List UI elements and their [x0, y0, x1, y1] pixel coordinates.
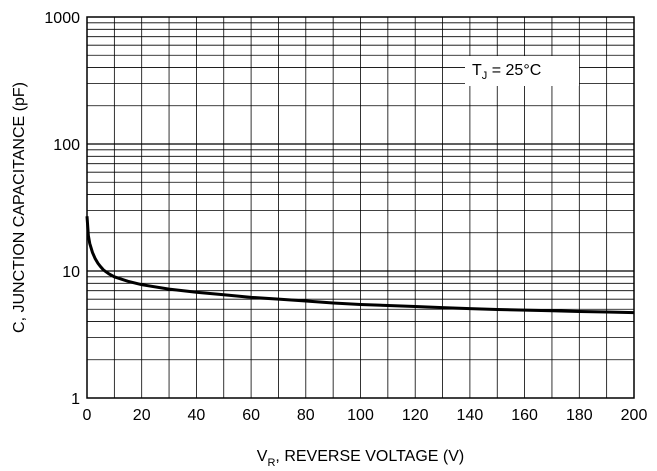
x-tick-label: 80: [297, 407, 315, 424]
y-axis-label: C, JUNCTION CAPACITANCE (pF): [11, 82, 28, 333]
x-tick-label: 120: [402, 407, 429, 424]
x-axis-label-rest: , REVERSE VOLTAGE (V): [275, 448, 464, 465]
x-axis-label-main: V: [257, 448, 268, 465]
y-tick-label: 10: [62, 264, 80, 281]
x-tick-label: 180: [566, 407, 593, 424]
y-tick-label: 1: [71, 391, 80, 408]
plot-frame: [86, 16, 635, 399]
annotation-main: T: [472, 62, 482, 79]
x-tick-label: 20: [133, 407, 151, 424]
x-tick-label: 140: [457, 407, 484, 424]
x-axis-label-sub: R: [267, 457, 275, 469]
annotation-background: [465, 56, 579, 86]
y-tick-label: 1000: [44, 10, 80, 27]
capacitance-curve: [85, 216, 635, 315]
y-tick-labels: 1 10 100 1000: [44, 10, 80, 408]
x-tick-label: 100: [347, 407, 374, 424]
annotation-rest: = 25°C: [487, 62, 541, 79]
x-axis-label: VR, REVERSE VOLTAGE (V): [257, 448, 464, 469]
x-tick-label: 60: [242, 407, 260, 424]
x-tick-labels: 0 20 40 60 80 100 120 140 160 180 200: [83, 407, 648, 424]
annotation-sub: J: [482, 70, 488, 82]
y-tick-label: 100: [53, 137, 80, 154]
junction-temperature-label: TJ = 25°C: [472, 62, 541, 82]
annotation-box: TJ = 25°C: [465, 56, 579, 86]
x-tick-label: 40: [188, 407, 206, 424]
x-tick-label: 0: [83, 407, 92, 424]
x-tick-label: 200: [621, 407, 648, 424]
x-tick-label: 160: [511, 407, 538, 424]
